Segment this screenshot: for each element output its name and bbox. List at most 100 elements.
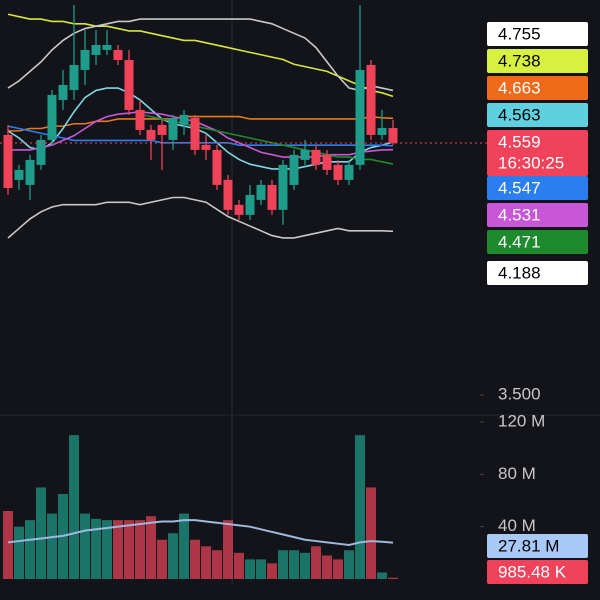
candle-body bbox=[91, 44, 101, 55]
candle-body bbox=[267, 184, 277, 210]
volume-bar bbox=[179, 513, 189, 579]
indicator-line bbox=[7, 196, 394, 239]
volume-bar bbox=[135, 520, 145, 579]
volume-bar bbox=[3, 510, 13, 579]
volume-bar bbox=[201, 546, 211, 579]
candle-body bbox=[58, 84, 68, 100]
candle-body bbox=[278, 164, 288, 210]
volume-bar bbox=[333, 559, 343, 579]
candle-body bbox=[14, 169, 24, 180]
volume-bar bbox=[311, 546, 321, 579]
candle-body bbox=[179, 114, 189, 125]
candle-body bbox=[113, 49, 123, 60]
candle-body bbox=[366, 64, 376, 135]
candle-body bbox=[311, 149, 321, 165]
candle-body bbox=[157, 124, 167, 135]
volume-bar bbox=[267, 563, 277, 579]
volume-tag bbox=[487, 560, 588, 584]
volume-bar bbox=[146, 516, 156, 579]
volume-bar bbox=[14, 526, 24, 579]
candle-body bbox=[223, 179, 233, 210]
price-tag-label: 4.188 bbox=[498, 263, 541, 282]
volume-bar bbox=[113, 520, 123, 579]
price-tag-label: 4.563 bbox=[498, 105, 541, 124]
y-tick-label: 3.500 bbox=[498, 384, 541, 403]
indicator-line bbox=[7, 18, 394, 92]
volume-bar bbox=[124, 520, 134, 579]
price-tag bbox=[487, 176, 588, 200]
candle-body bbox=[377, 128, 387, 135]
volume-bar bbox=[80, 513, 90, 579]
indicator-line bbox=[8, 115, 394, 132]
volume-bar bbox=[91, 518, 101, 579]
price-tag-label: 4.471 bbox=[498, 232, 541, 251]
volume-tag-label: 27.81 M bbox=[498, 536, 559, 555]
candle-body bbox=[388, 128, 398, 144]
volume-tag-label: 985.48 K bbox=[498, 562, 567, 581]
candle-body bbox=[168, 118, 178, 140]
volume-bar bbox=[245, 559, 255, 579]
candle-body bbox=[333, 164, 343, 180]
price-tag-label: 4.755 bbox=[498, 24, 541, 43]
volume-bar bbox=[47, 513, 57, 579]
volume-bar bbox=[278, 550, 288, 579]
candle-body bbox=[322, 154, 332, 170]
candle-body bbox=[300, 149, 310, 160]
volume-bar bbox=[168, 533, 178, 579]
volume-bar bbox=[212, 550, 222, 579]
volume-bar bbox=[377, 572, 387, 579]
last-price-tag bbox=[487, 130, 588, 176]
price-tag bbox=[487, 230, 588, 254]
indicator-line bbox=[7, 13, 394, 98]
candle-body bbox=[245, 194, 255, 215]
candle-body bbox=[190, 118, 200, 150]
candle-body bbox=[212, 149, 222, 185]
last-time-label: 16:30:25 bbox=[498, 153, 564, 172]
volume-bar bbox=[102, 520, 112, 579]
volume-bar bbox=[256, 559, 266, 579]
price-tag bbox=[487, 49, 588, 73]
price-tag-label: 4.531 bbox=[498, 205, 541, 224]
volume-tick-label: 80 M bbox=[498, 464, 536, 483]
price-tag bbox=[487, 261, 588, 285]
candle-body bbox=[289, 154, 299, 185]
volume-bar bbox=[355, 435, 365, 579]
price-tag-label: 4.738 bbox=[498, 51, 541, 70]
candle-body bbox=[25, 159, 35, 185]
volume-ma-line bbox=[7, 519, 394, 547]
candle-body bbox=[135, 109, 145, 130]
candle-body bbox=[102, 44, 112, 50]
price-tag bbox=[487, 203, 588, 227]
volume-bar bbox=[36, 487, 46, 579]
candle-body bbox=[201, 144, 211, 150]
candle-body bbox=[124, 59, 134, 110]
last-price-label: 4.559 bbox=[498, 132, 541, 151]
volume-bar bbox=[69, 435, 79, 579]
volume-bar bbox=[223, 520, 233, 579]
price-tag bbox=[487, 76, 588, 100]
volume-bar bbox=[388, 577, 398, 579]
volume-bar bbox=[300, 552, 310, 579]
candle-body bbox=[146, 129, 156, 140]
volume-tag bbox=[487, 534, 588, 558]
price-tag bbox=[487, 22, 588, 46]
volume-bar bbox=[344, 550, 354, 579]
volume-bar bbox=[25, 520, 35, 579]
candle-body bbox=[355, 69, 365, 165]
volume-bar bbox=[234, 552, 244, 579]
volume-bar bbox=[289, 550, 299, 579]
candle-body bbox=[3, 134, 13, 188]
price-tag bbox=[487, 103, 588, 127]
candle-body bbox=[36, 139, 46, 165]
volume-bar bbox=[322, 555, 332, 579]
candle-body bbox=[256, 184, 266, 200]
candle-body bbox=[69, 64, 79, 90]
candle-body bbox=[344, 164, 354, 180]
price-tag-label: 4.547 bbox=[498, 178, 541, 197]
price-tag-label: 4.663 bbox=[498, 78, 541, 97]
volume-bar bbox=[366, 487, 376, 579]
volume-bar bbox=[190, 539, 200, 579]
volume-tick-label: 40 M bbox=[498, 516, 536, 535]
volume-bar bbox=[157, 539, 167, 579]
